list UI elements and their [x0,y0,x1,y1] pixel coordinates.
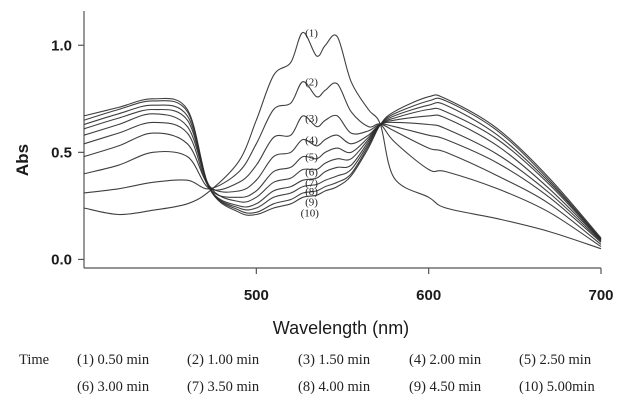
absorbance-chart: 0.0 0.5 1.0 500 600 700 (1) (2) (3) (4) (5) (6)(7)… [13,11,614,338]
curve-label: (6) [305,167,318,179]
series-line-9 [83,97,602,240]
series-line-1 [83,31,602,250]
legend-item-9: (9) 4.50 min [409,379,482,395]
curve-label: (1) [305,27,318,39]
legend-item-6: (6) 3.00 min [77,379,150,395]
legend-time-label: Time [19,352,50,368]
curve-label: (8) [305,186,318,198]
curve-label: (3) [305,113,318,125]
legend-item-4: (4) 2.00 min [409,352,482,368]
curve-label: (9) [305,197,318,209]
x-tick-label: 500 [244,287,269,304]
series-line-5 [83,121,602,242]
legend-item-3: (3) 1.50 min [298,352,371,368]
y-tick-label: 1.0 [51,37,72,54]
series-line-10 [83,94,602,239]
legend-item-1: (1) 0.50 min [77,352,150,368]
series-lines [83,31,602,250]
x-axis-label: Wavelength (nm) [273,318,409,338]
curve-label: (4) [305,135,318,147]
curve-label: (7) [305,177,318,189]
y-tick-label: 0.5 [51,144,72,161]
curve-label: (5) [305,152,318,164]
legend-item-8: (8) 4.00 min [298,379,371,395]
legend-item-2: (2) 1.00 min [187,352,260,368]
curve-label: (2) [305,77,318,89]
x-tick-label: 600 [416,287,441,304]
legend-item-5: (5) 2.50 min [519,352,592,368]
x-tick-label: 700 [588,287,613,304]
legend-item-10: (10) 5.00min [519,379,595,395]
time-legend: Time (1) 0.50 min (2) 1.00 min (3) 1.50 … [0,346,617,400]
series-line-3 [83,114,602,245]
series-line-6 [83,113,602,241]
curve-label: (10) [301,207,320,219]
legend-row-2: (6) 3.00 min (7) 3.50 min (8) 4.00 min (… [0,373,617,400]
series-line-4 [83,123,602,243]
chart-axes: 0.0 0.5 1.0 500 600 700 [51,11,614,304]
legend-item-7: (7) 3.50 min [187,379,260,395]
y-axis-label: Abs [13,144,32,176]
legend-row-1: Time (1) 0.50 min (2) 1.00 min (3) 1.50 … [0,346,617,373]
y-tick-label: 0.0 [51,251,72,268]
series-line-2 [83,81,602,248]
curve-labels: (1) (2) (3) (4) (5) (6)(7)(8)(9)(10) [301,27,320,219]
